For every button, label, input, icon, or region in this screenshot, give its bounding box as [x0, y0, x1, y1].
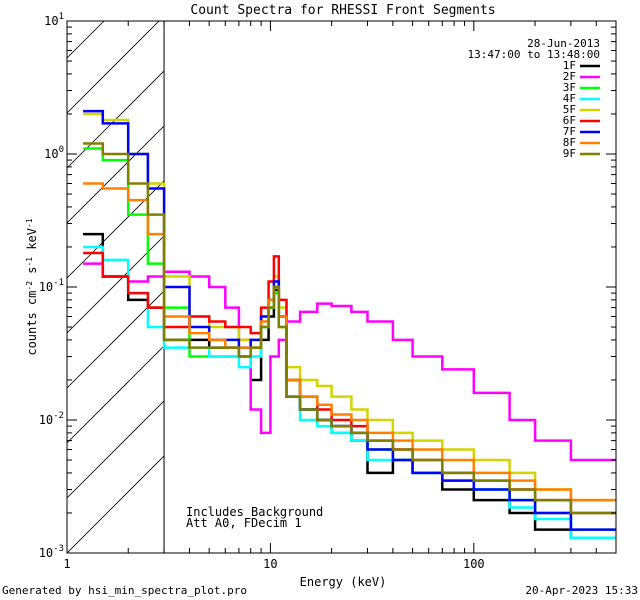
axes: 1 10 100 10-3 10-2 10-1 100 101	[39, 12, 617, 571]
y-tick-label: 10-3	[39, 544, 64, 560]
x-tick-label: 100	[463, 557, 485, 571]
y-tick-label: 101	[44, 12, 64, 28]
series-group	[83, 109, 616, 540]
hatch-line	[67, 345, 165, 444]
y-axis-label: counts cm-2 s-1 keV-1	[25, 218, 40, 355]
footer-timestamp: 20-Apr-2023 15:33	[525, 584, 638, 597]
legend-label-9F: 9F	[563, 147, 576, 160]
legend-label-2F: 2F	[563, 70, 576, 83]
legend-label-1F: 1F	[563, 59, 576, 72]
legend-label-3F: 3F	[563, 81, 576, 94]
header-date: 28-Jun-2013	[527, 37, 600, 50]
legend-label-4F: 4F	[563, 92, 576, 105]
legend-label-5F: 5F	[563, 103, 576, 116]
footer-generator: Generated by hsi_min_spectra_plot.pro	[2, 584, 248, 597]
x-tick-label: 1	[63, 557, 70, 571]
chart-title: Count Spectra for RHESSI Front Segments	[190, 3, 495, 18]
x-tick-label: 10	[263, 557, 277, 571]
legend-label-6F: 6F	[563, 114, 576, 127]
hatch-line	[67, 455, 165, 553]
hatch-line	[67, 290, 165, 389]
hatch-line	[67, 21, 160, 114]
header-time-range: 13:47:00 to 13:48:00	[468, 48, 600, 61]
legend-label-8F: 8F	[563, 136, 576, 149]
y-tick-label: 100	[44, 145, 64, 161]
annotation-background: Includes Background	[186, 505, 323, 519]
hatch-line	[67, 125, 165, 224]
y-tick-label: 10-1	[39, 278, 64, 294]
hatch-line	[67, 0, 164, 3]
y-tick-label: 10-2	[39, 411, 64, 427]
hatch-line	[67, 400, 165, 499]
series-9F	[83, 142, 616, 515]
hatch-line	[67, 235, 165, 334]
x-axis-label: Energy (keV)	[300, 575, 387, 589]
legend-label-7F: 7F	[563, 125, 576, 138]
annotation-attenuator: Att A0, FDecim 1	[186, 516, 302, 530]
hatch-line	[67, 21, 105, 59]
